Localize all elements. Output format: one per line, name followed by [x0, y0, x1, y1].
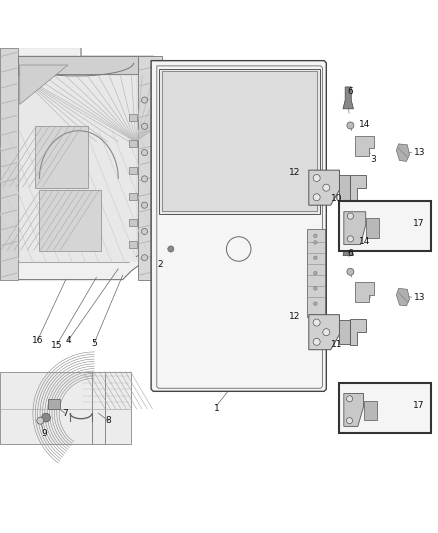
Polygon shape: [343, 87, 353, 109]
Text: 16: 16: [32, 336, 43, 345]
Polygon shape: [344, 393, 364, 426]
Bar: [129, 114, 137, 121]
Circle shape: [168, 246, 174, 252]
Circle shape: [313, 174, 320, 182]
Circle shape: [314, 234, 317, 238]
Polygon shape: [151, 61, 326, 391]
Text: 15: 15: [51, 341, 63, 350]
Text: 4: 4: [65, 336, 71, 345]
Circle shape: [323, 184, 330, 191]
Circle shape: [314, 241, 317, 244]
Circle shape: [347, 268, 354, 275]
Polygon shape: [355, 282, 374, 302]
Polygon shape: [18, 56, 138, 74]
Text: 6: 6: [347, 249, 353, 258]
Polygon shape: [339, 320, 350, 344]
Circle shape: [42, 413, 50, 422]
Circle shape: [346, 418, 353, 424]
Circle shape: [323, 329, 330, 336]
Bar: [48, 399, 60, 409]
Polygon shape: [350, 319, 366, 345]
Polygon shape: [343, 233, 353, 255]
Bar: [129, 219, 137, 226]
Text: 1: 1: [214, 405, 220, 414]
Polygon shape: [20, 65, 68, 104]
Polygon shape: [339, 175, 350, 200]
Circle shape: [314, 287, 317, 290]
Text: 17: 17: [413, 401, 424, 410]
Text: 6: 6: [347, 87, 353, 96]
Circle shape: [314, 271, 317, 275]
Circle shape: [141, 176, 148, 182]
Polygon shape: [364, 401, 377, 420]
Bar: [129, 140, 137, 147]
Circle shape: [313, 194, 320, 201]
Circle shape: [346, 395, 353, 402]
Text: 8: 8: [105, 416, 111, 425]
Text: 3: 3: [370, 155, 376, 164]
Text: 7: 7: [62, 409, 68, 418]
Polygon shape: [350, 174, 366, 201]
Bar: [339, 383, 431, 433]
Bar: [129, 167, 137, 174]
Circle shape: [141, 150, 148, 156]
Polygon shape: [396, 144, 410, 161]
Circle shape: [314, 256, 317, 260]
Polygon shape: [366, 219, 379, 238]
Polygon shape: [355, 136, 374, 156]
Text: 12: 12: [289, 312, 300, 321]
Polygon shape: [0, 47, 162, 280]
Circle shape: [141, 229, 148, 235]
Polygon shape: [309, 314, 339, 350]
Text: 12: 12: [289, 168, 300, 177]
Text: 5: 5: [91, 338, 97, 348]
Bar: [129, 241, 137, 248]
Text: 17: 17: [413, 219, 424, 228]
Text: 13: 13: [414, 293, 425, 302]
Polygon shape: [0, 47, 18, 280]
Text: 9: 9: [41, 429, 47, 438]
Text: 13: 13: [414, 148, 425, 157]
Circle shape: [141, 202, 148, 208]
Polygon shape: [159, 69, 320, 214]
Text: 10: 10: [331, 194, 342, 203]
Bar: [307, 229, 325, 317]
Polygon shape: [162, 71, 317, 211]
Polygon shape: [18, 56, 155, 262]
Circle shape: [347, 122, 354, 129]
Circle shape: [141, 97, 148, 103]
Polygon shape: [20, 76, 136, 262]
Text: 14: 14: [359, 237, 371, 246]
Polygon shape: [138, 56, 162, 280]
Circle shape: [141, 255, 148, 261]
Bar: [339, 201, 431, 251]
Circle shape: [347, 213, 353, 219]
Circle shape: [37, 417, 44, 424]
Polygon shape: [39, 190, 101, 251]
Polygon shape: [344, 212, 366, 245]
Text: 14: 14: [359, 119, 371, 128]
Circle shape: [313, 338, 320, 345]
Bar: [129, 193, 137, 200]
Circle shape: [314, 302, 317, 305]
Circle shape: [347, 236, 353, 242]
Polygon shape: [396, 288, 410, 306]
Text: 2: 2: [157, 260, 162, 269]
Polygon shape: [0, 372, 131, 444]
Circle shape: [141, 123, 148, 130]
Polygon shape: [35, 126, 88, 188]
Text: 11: 11: [331, 340, 342, 349]
Polygon shape: [309, 170, 339, 205]
Circle shape: [313, 319, 320, 326]
